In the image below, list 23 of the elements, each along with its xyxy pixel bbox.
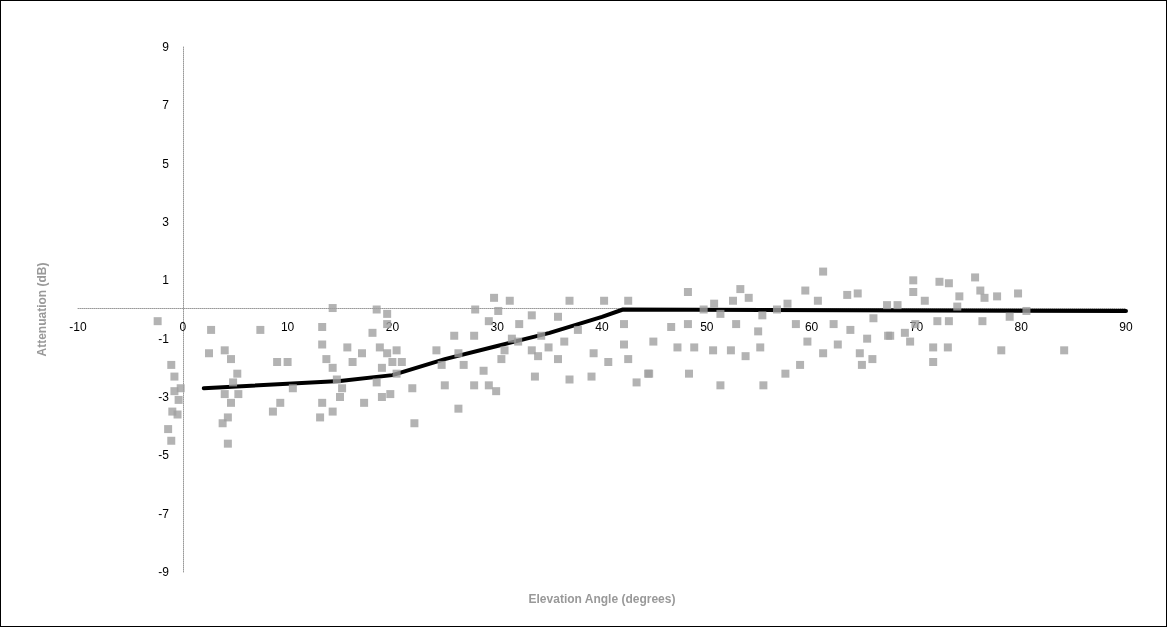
x-tick-label: 30 [490, 319, 505, 334]
x-tick-label: 40 [595, 319, 609, 334]
x-tick-label: 10 [280, 319, 295, 334]
y-tick-label: 9 [162, 40, 170, 54]
x-tick-label: 50 [700, 319, 714, 334]
y-tick-label: 3 [162, 215, 170, 229]
y-tick-label: 1 [162, 273, 170, 288]
x-tick-label: 90 [1119, 319, 1133, 334]
y-tick-label: -1 [158, 331, 170, 346]
x-tick-label: 60 [804, 319, 819, 334]
y-tick-label: -7 [158, 506, 170, 521]
y-axis-title: Attenuation (dB) [35, 262, 49, 357]
x-tick-label: 70 [909, 319, 924, 334]
x-tick-label: 0 [179, 319, 187, 334]
y-tick-label: -3 [158, 390, 170, 404]
y-tick-label: 5 [162, 156, 170, 171]
x-tick-label: 80 [1014, 319, 1029, 334]
y-tick-label: -5 [158, 448, 170, 463]
y-tick-label: -9 [158, 565, 170, 579]
y-tick-label: 7 [162, 98, 170, 113]
x-tick-label: -10 [69, 319, 87, 334]
x-axis-title: Elevation Angle (degrees) [528, 591, 676, 606]
x-tick-label: 20 [385, 319, 400, 334]
